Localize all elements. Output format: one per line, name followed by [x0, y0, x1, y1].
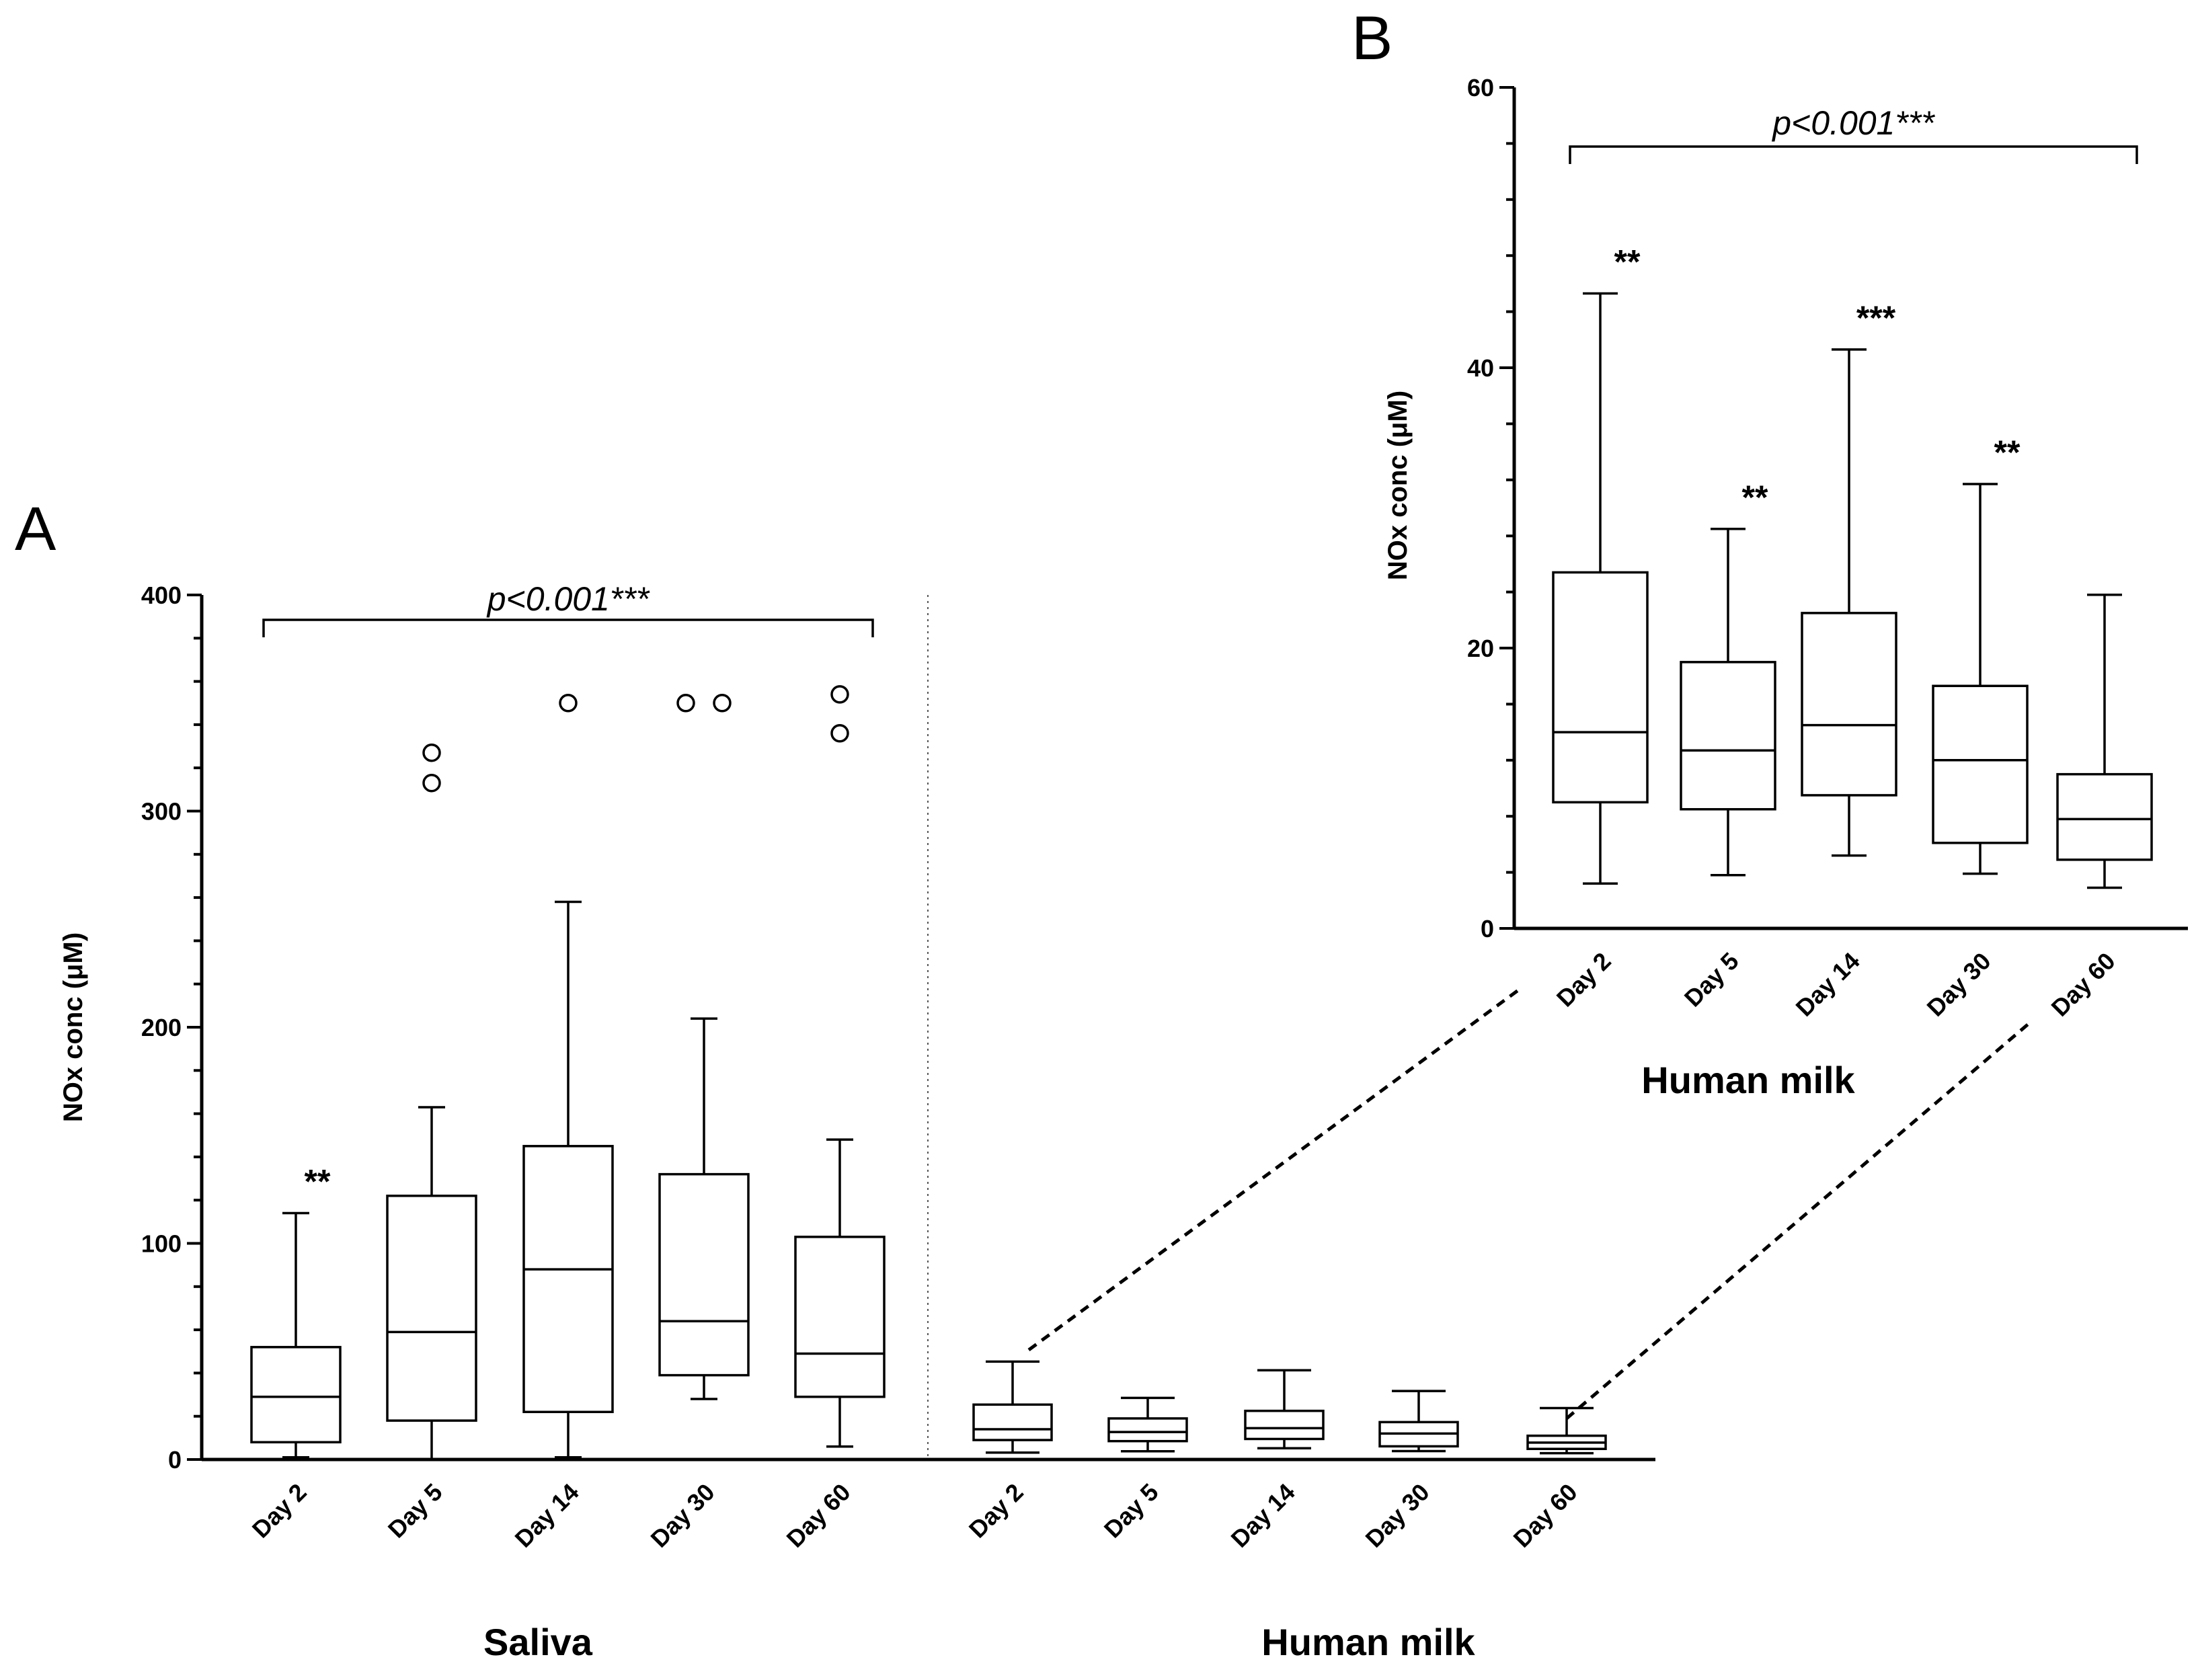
panel-b-x-tick-label: Day 30	[1922, 947, 1996, 1022]
panel-a-y-tick-label: 100	[141, 1230, 182, 1258]
panel-b-x-tick-label: Day 2	[1551, 947, 1616, 1012]
panel-a-saliva-box-3-outlier	[559, 694, 578, 713]
panel-a-saliva-box-2-outlier	[422, 773, 441, 793]
panel-a-x-tick-label: Day 5	[383, 1478, 448, 1544]
panel-a-x-tick-label: Day 14	[510, 1478, 584, 1553]
panel-b-x-group-label: Human milk	[1641, 1059, 1855, 1101]
panel-a-saliva-box-3-iqr-box	[522, 1145, 614, 1414]
panel-b-box-1-iqr-box	[1552, 571, 1649, 804]
panel-b-letter: B	[1351, 4, 1393, 73]
panel-b-x-tick-label: Day 14	[1791, 947, 1865, 1022]
panel-b-y-tick-label: 40	[1467, 354, 1494, 382]
panel-a-group-label: Saliva	[483, 1621, 593, 1663]
panel-b-box-3-iqr-box	[1801, 612, 1897, 797]
zoom-line-right	[1565, 1022, 2031, 1420]
panel-b-box-4-iqr-box	[1932, 684, 2029, 844]
panel-b-y-tick-label: 0	[1481, 915, 1494, 943]
panel-b-box-3-significance: ***	[1856, 299, 1896, 337]
panel-a-saliva-box-5-outlier	[830, 724, 849, 743]
panel-a-saliva-box-4-iqr-box	[658, 1172, 750, 1377]
panel-a-milk-box-1-iqr-box	[972, 1403, 1053, 1441]
panel-a-saliva-box-5-iqr-box	[794, 1236, 886, 1398]
panel-a-y-axis-label: NOx conc (μM)	[58, 932, 88, 1122]
panel-b-box-2-significance: **	[1742, 479, 1768, 516]
panel-b-box-4-significance: **	[1994, 434, 2021, 471]
panel-b-p-value: p<0.001***	[1771, 104, 1935, 142]
panel-a-x-tick-label: Day 14	[1226, 1478, 1300, 1553]
panel-a-y-tick-label: 400	[141, 582, 182, 609]
panel-b-box-5-iqr-box	[2056, 772, 2153, 861]
panel-a-x-tick-label: Day 30	[1360, 1478, 1435, 1553]
panel-a-y-tick-label: 200	[141, 1014, 182, 1041]
panel-a-saliva-box-4-outlier	[676, 694, 695, 713]
panel-a-saliva-box-2-outlier	[422, 743, 441, 762]
zoom-line-left	[1027, 986, 1522, 1352]
panel-a-saliva-box-1-significance: **	[305, 1162, 331, 1200]
panel-a-x-tick-label: Day 60	[1508, 1478, 1583, 1553]
panel-a-x-tick-label: Day 5	[1099, 1478, 1164, 1544]
panel-b-comparison-bracket	[1569, 145, 2138, 164]
panel-a-x-tick-label: Day 2	[964, 1478, 1029, 1544]
zoom-connector	[1027, 986, 2031, 1420]
panel-a-comparison-bracket	[262, 618, 874, 637]
panel-b-y-tick-label: 20	[1467, 635, 1494, 662]
panel-a-x-tick-label: Day 30	[645, 1478, 720, 1553]
panel-b-box-1-significance: **	[1614, 243, 1641, 280]
panel-a-x-tick-label: Day 60	[781, 1478, 856, 1553]
panel-b-chart: 0 20 40 60 NOx conc (μM) ** Day 2 ** Day 5 *** Day…	[1383, 74, 2188, 1101]
panel-a-milk-box-3-iqr-box	[1244, 1409, 1325, 1441]
panel-a-group-label: Human milk	[1261, 1621, 1475, 1663]
panel-a-saliva-box-5-outlier	[830, 685, 849, 704]
panel-b-y-axis-label: NOx conc (μM)	[1383, 391, 1413, 580]
panel-b-x-tick-label: Day 60	[2046, 947, 2121, 1022]
panel-a-letter: A	[15, 495, 56, 563]
panel-a-p-value: p<0.001***	[486, 580, 650, 618]
panel-a-y-tick-label: 0	[168, 1446, 182, 1474]
panel-a-saliva-box-4-outlier	[713, 694, 732, 713]
panel-b-x-tick-label: Day 5	[1679, 947, 1744, 1012]
panel-a-saliva-box-2-iqr-box	[386, 1195, 477, 1422]
panel-b-box-2-iqr-box	[1680, 661, 1776, 811]
panel-b-y-tick-label: 60	[1467, 74, 1494, 102]
panel-a-y-tick-label: 300	[141, 798, 182, 826]
panel-a-x-tick-label: Day 2	[247, 1478, 312, 1544]
panel-a-milk-box-2-iqr-box	[1107, 1417, 1188, 1443]
panel-a-saliva-box-1-iqr-box	[250, 1346, 342, 1444]
